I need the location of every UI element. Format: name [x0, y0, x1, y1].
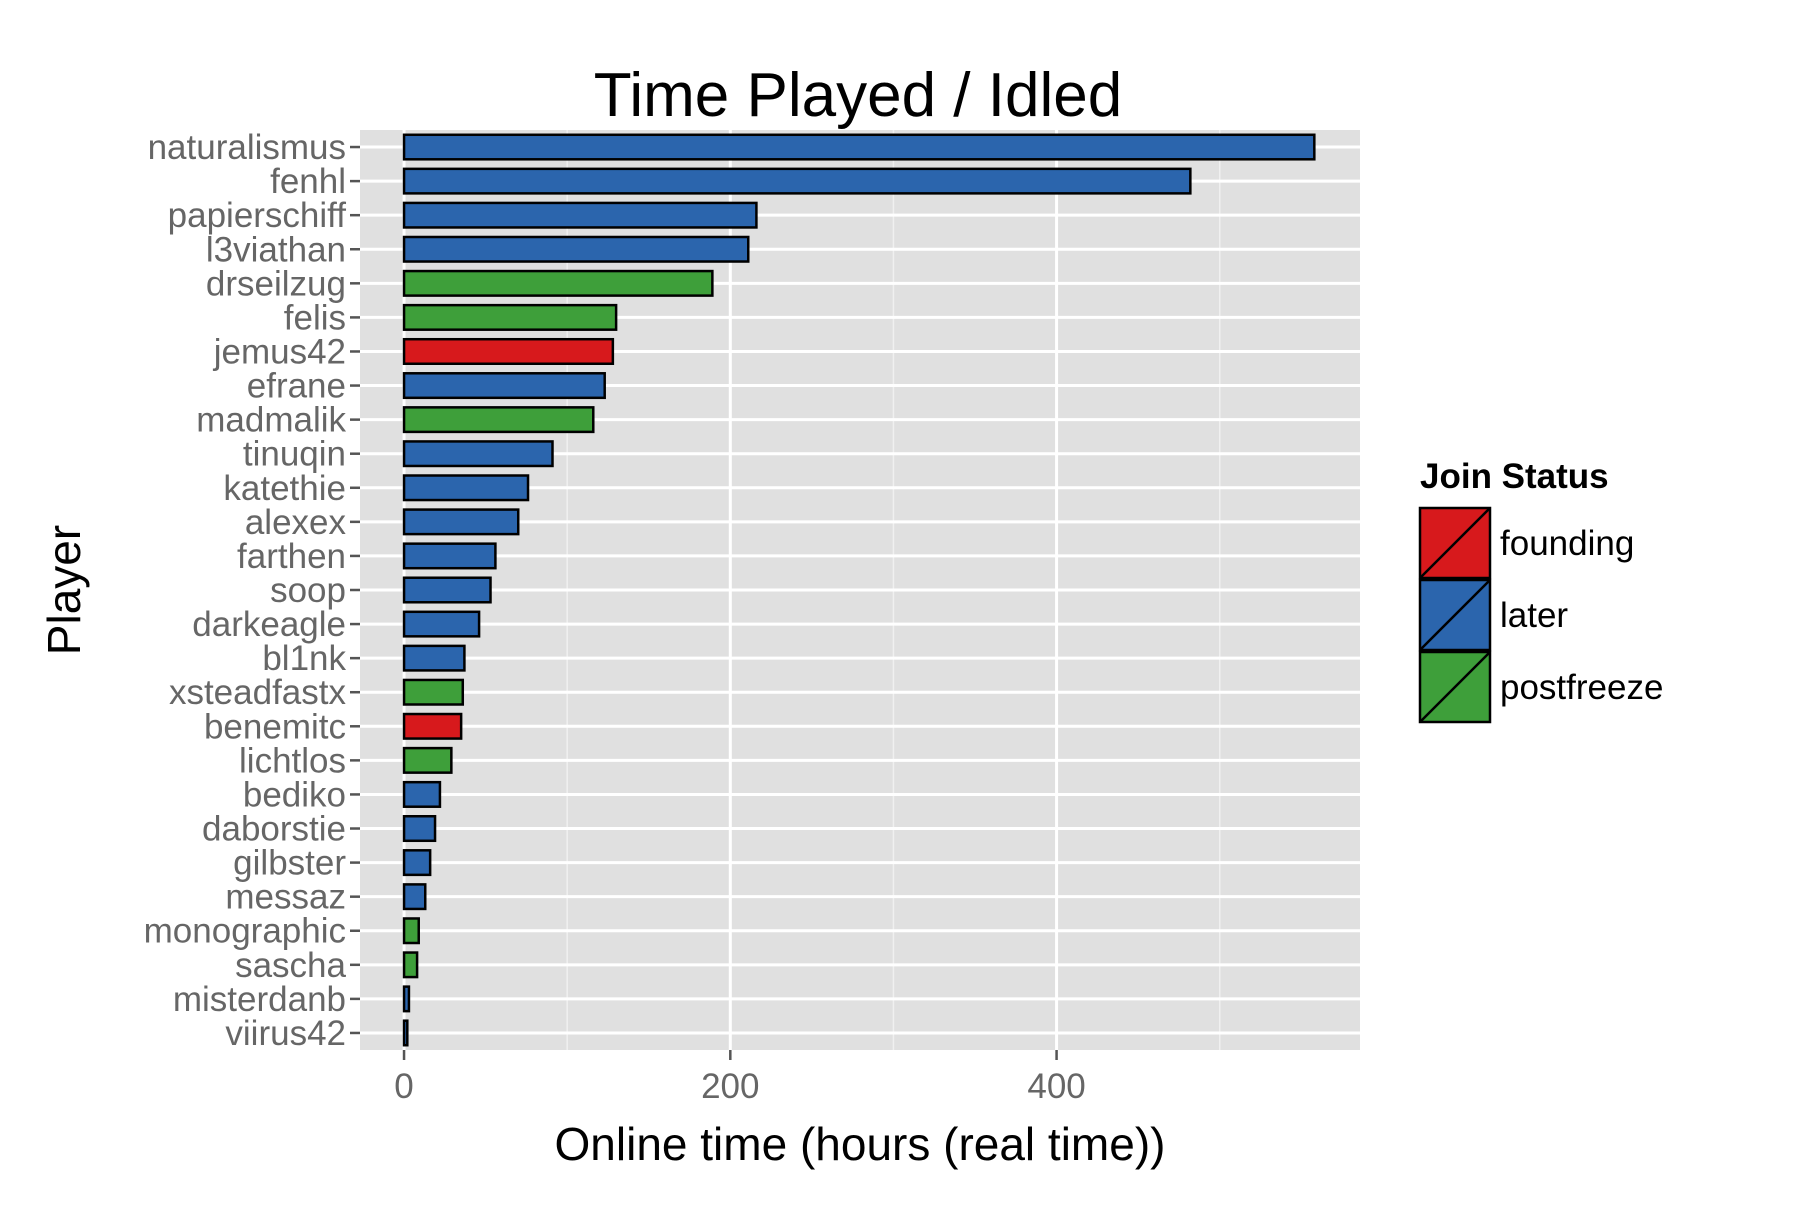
y-tick-label: misterdanb [173, 980, 346, 1019]
bar-alexex [402, 508, 520, 536]
y-tick-label: katethie [223, 469, 346, 508]
bar-benemitc [402, 712, 463, 740]
y-tick-label: soop [270, 571, 346, 610]
y-tick-label: fenhl [270, 162, 346, 201]
bar-papierschiff [402, 201, 758, 229]
bar-felis [402, 303, 618, 331]
bar-sascha [402, 951, 419, 979]
chart-title: Time Played / Idled [594, 61, 1122, 130]
y-tick-label: lichtlos [239, 741, 346, 780]
y-tick-label: viirus42 [225, 1014, 346, 1053]
bar-naturalismus [402, 133, 1316, 161]
bar-madmalik [402, 406, 595, 434]
y-tick-label: bediko [243, 775, 346, 814]
y-tick-label: drseilzug [206, 264, 346, 303]
bar-misterdanb [402, 985, 411, 1013]
bar-tinuqin [402, 440, 554, 468]
y-tick-label: alexex [245, 503, 347, 542]
bar-drseilzug [402, 269, 714, 297]
y-tick-label: jemus42 [213, 332, 346, 371]
bar-darkeagle [402, 610, 481, 638]
y-axis: naturalismusfenhlpapierschiffl3viathandr… [144, 128, 360, 1053]
y-tick-label: xsteadfastx [169, 673, 347, 712]
bar-soop [402, 576, 492, 604]
y-tick-label: monographic [144, 912, 346, 951]
bar-efrane [402, 372, 606, 400]
bar-farthen [402, 542, 497, 570]
bar-lichtlos [402, 746, 453, 774]
y-tick-label: messaz [225, 878, 346, 917]
bar-daborstie [402, 815, 437, 843]
x-tick-label: 400 [1027, 1067, 1085, 1106]
bar-messaz [402, 883, 427, 911]
legend-label-postfreeze: postfreeze [1500, 668, 1663, 707]
bar-viirus42 [402, 1019, 409, 1047]
legend-label-later: later [1500, 596, 1568, 635]
bar-l3viathan [402, 235, 750, 263]
y-tick-label: benemitc [204, 707, 346, 746]
x-axis-title: Online time (hours (real time)) [555, 1118, 1166, 1170]
bar-katethie [402, 474, 530, 502]
y-tick-label: madmalik [196, 401, 346, 440]
y-tick-label: felis [284, 298, 346, 337]
bar-gilbster [402, 849, 432, 877]
x-tick-label: 0 [394, 1067, 413, 1106]
x-axis: 0 200 400 [394, 1050, 1086, 1106]
bar-bediko [402, 780, 442, 808]
bar-xsteadfastx [402, 678, 465, 706]
y-tick-label: l3viathan [206, 230, 346, 269]
bar-jemus42 [402, 337, 615, 365]
bar-monographic [402, 917, 420, 945]
y-tick-label: darkeagle [192, 605, 346, 644]
x-tick-label: 200 [701, 1067, 759, 1106]
y-axis-title: Player [38, 525, 90, 655]
legend: Join Status founding later postfreeze [1418, 457, 1663, 724]
y-tick-label: daborstie [202, 810, 346, 849]
legend-key-slash [1419, 507, 1491, 579]
legend-title: Join Status [1420, 457, 1609, 496]
y-tick-label: gilbster [233, 844, 346, 883]
y-tick-label: bl1nk [262, 639, 346, 678]
legend-label-founding: founding [1500, 524, 1634, 563]
legend-key-slash [1419, 579, 1491, 651]
y-tick-label: papierschiff [168, 196, 347, 235]
y-tick-label: tinuqin [243, 435, 346, 474]
y-tick-label: farthen [237, 537, 346, 576]
y-tick-label: sascha [235, 946, 346, 985]
y-tick-label: efrane [247, 367, 346, 406]
bar-fenhl [402, 167, 1192, 195]
legend-key-slash [1419, 651, 1491, 723]
y-tick-label: naturalismus [148, 128, 346, 167]
bars [402, 133, 1316, 1047]
bar-bl1nk [402, 644, 466, 672]
